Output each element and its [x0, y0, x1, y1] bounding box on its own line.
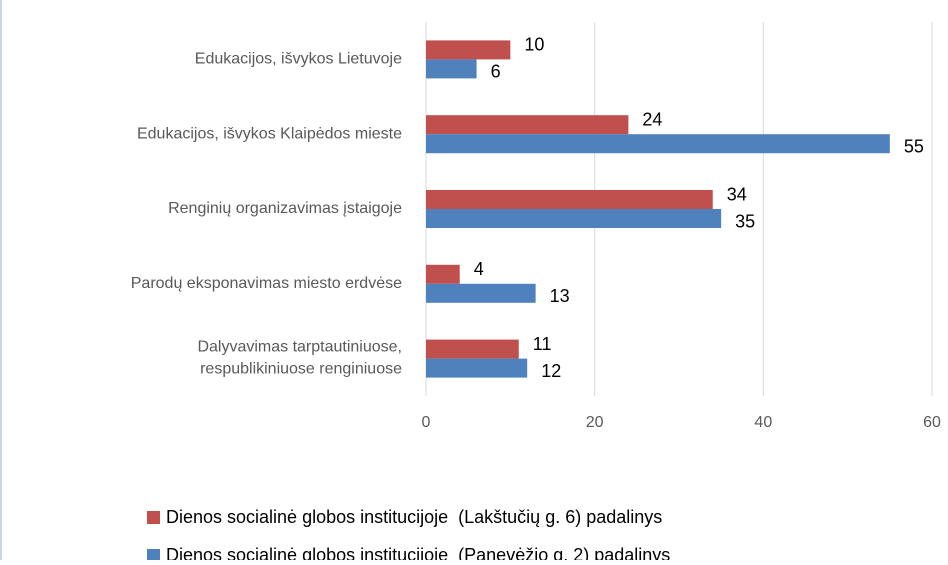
x-tick-label: 20 — [586, 414, 604, 431]
data-label: 6 — [491, 62, 501, 82]
y-tick-label: Edukacijos, išvykos Lietuvoje — [195, 51, 402, 68]
bar — [426, 190, 713, 209]
data-label: 24 — [642, 109, 662, 129]
y-tick-label: Parodų eksponavimas miesto erdvėse — [131, 275, 402, 292]
data-label: 13 — [550, 286, 570, 306]
legend-label: Dienos socialinė globos institucijoje (P… — [166, 545, 670, 560]
data-label: 11 — [533, 334, 552, 354]
bar — [426, 358, 528, 378]
y-tick-label: Edukacijos, išvykos Klaipėdos mieste — [137, 125, 402, 142]
data-label: 10 — [524, 35, 544, 55]
x-tick-label: 60 — [923, 414, 941, 431]
y-tick-label: Dalyvavimas tarptautiniuose, respublikini… — [197, 339, 402, 378]
data-label: 4 — [474, 259, 484, 279]
x-tick-label: 0 — [422, 414, 431, 431]
bar — [426, 40, 511, 60]
data-label: 34 — [727, 184, 747, 204]
bar — [426, 339, 519, 359]
data-label: 12 — [541, 361, 561, 381]
data-label: 35 — [735, 211, 755, 231]
bar — [426, 209, 722, 228]
bar — [426, 59, 477, 79]
bar — [426, 115, 629, 135]
data-label: 55 — [904, 136, 924, 156]
x-tick-label: 40 — [754, 414, 772, 431]
bar — [426, 134, 890, 154]
bar — [426, 264, 460, 284]
legend-label: Dienos socialinė globos institucijoje (L… — [166, 507, 662, 527]
legend-swatch — [147, 511, 160, 524]
bar — [426, 283, 536, 303]
y-tick-label: Renginių organizavimas įstaigoje — [168, 200, 402, 217]
legend-swatch — [147, 549, 160, 562]
